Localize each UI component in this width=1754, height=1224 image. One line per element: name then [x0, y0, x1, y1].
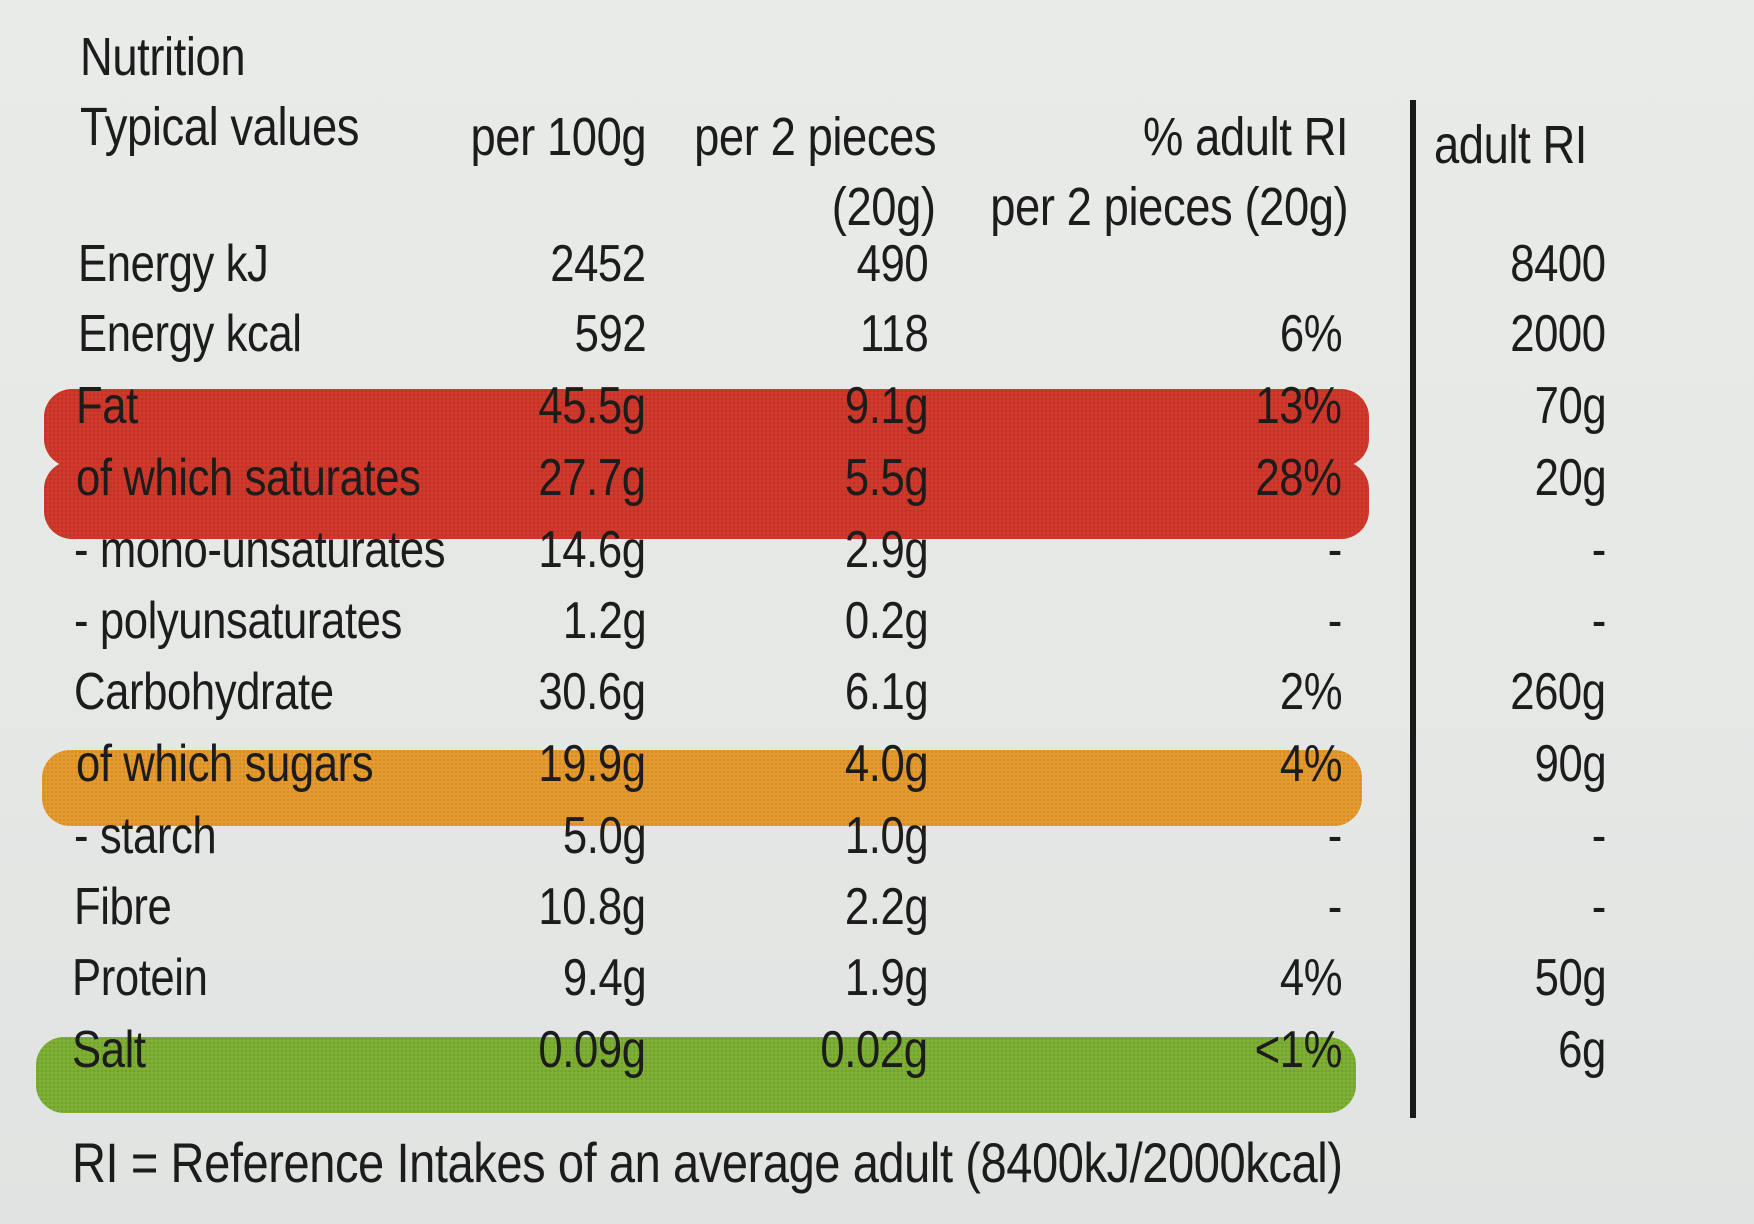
cell-per-100g: 1.2g — [562, 592, 647, 650]
cell-adult-ri: 70g — [1534, 377, 1606, 435]
cell-per-100g: 45.5g — [538, 377, 647, 435]
cell-adult-ri: - — [1591, 878, 1607, 936]
cell-ri-percent: 2% — [1279, 663, 1343, 721]
cell-per-100g: 592 — [574, 305, 646, 363]
cell-ri-percent: - — [1327, 592, 1343, 650]
cell-ri-percent: - — [1327, 878, 1343, 936]
header-per-portion-weight: (20g) — [832, 177, 936, 237]
cell-adult-ri: 6g — [1558, 1021, 1606, 1079]
cell-per-portion: 4.0g — [844, 735, 929, 793]
row-label: of which saturates — [76, 449, 421, 507]
row-label: Salt — [72, 1021, 146, 1079]
cell-ri-percent: - — [1327, 807, 1343, 865]
cell-per-100g: 0.09g — [538, 1021, 647, 1079]
adult-ri-divider — [1410, 100, 1416, 1118]
row-label: of which sugars — [76, 735, 374, 793]
fat-band — [44, 389, 1369, 467]
cell-per-portion: 6.1g — [844, 663, 929, 721]
header-ri-percent: % adult RI — [1142, 107, 1348, 167]
cell-adult-ri: 2000 — [1510, 305, 1607, 363]
header-typical-values: Typical values — [80, 97, 360, 157]
header-ri-percent-portion: per 2 pieces (20g) — [989, 177, 1348, 237]
cell-per-portion: 5.5g — [844, 449, 929, 507]
row-label: Protein — [72, 949, 208, 1007]
cell-per-portion: 0.02g — [820, 1021, 929, 1079]
header-per-100g: per 100g — [470, 107, 646, 167]
cell-ri-percent: 28% — [1255, 449, 1343, 507]
row-label: Fibre — [74, 878, 172, 936]
header-adult-ri: adult RI — [1434, 115, 1587, 175]
cell-ri-percent: 4% — [1279, 949, 1343, 1007]
cell-per-portion: 2.2g — [844, 878, 929, 936]
row-label: Carbohydrate — [74, 663, 334, 721]
row-label: - starch — [74, 807, 217, 865]
cell-per-portion: 1.0g — [844, 807, 929, 865]
cell-adult-ri: 20g — [1534, 449, 1606, 507]
cell-per-portion: 9.1g — [844, 377, 929, 435]
row-label: - polyunsaturates — [74, 592, 402, 650]
cell-per-portion: 1.9g — [844, 949, 929, 1007]
header-per-portion: per 2 pieces — [693, 107, 936, 167]
salt-band — [36, 1037, 1356, 1113]
cell-adult-ri: - — [1591, 592, 1607, 650]
table-title: Nutrition — [80, 27, 246, 87]
row-label: Energy kJ — [78, 235, 269, 293]
cell-per-portion: 2.9g — [844, 521, 929, 579]
cell-adult-ri: 90g — [1534, 735, 1606, 793]
cell-ri-percent: 6% — [1279, 305, 1343, 363]
cell-adult-ri: - — [1591, 807, 1607, 865]
cell-adult-ri: 260g — [1510, 663, 1607, 721]
saturates-band — [44, 461, 1369, 539]
cell-ri-percent: - — [1327, 521, 1343, 579]
row-label: Fat — [76, 377, 138, 435]
cell-per-100g: 10.8g — [538, 878, 647, 936]
cell-ri-percent: 13% — [1255, 377, 1343, 435]
cell-per-100g: 14.6g — [538, 521, 647, 579]
cell-adult-ri: - — [1591, 521, 1607, 579]
cell-per-100g: 30.6g — [538, 663, 647, 721]
cell-per-100g: 27.7g — [538, 449, 647, 507]
cell-per-100g: 19.9g — [538, 735, 647, 793]
row-label: Energy kcal — [78, 305, 302, 363]
footnote: RI = Reference Intakes of an average adu… — [72, 1131, 1343, 1194]
cell-per-portion: 118 — [859, 305, 929, 363]
cell-adult-ri: 50g — [1534, 949, 1606, 1007]
cell-adult-ri: 8400 — [1510, 235, 1607, 293]
cell-per-100g: 2452 — [550, 235, 647, 293]
cell-ri-percent: 4% — [1279, 735, 1343, 793]
sugars-band — [42, 750, 1362, 826]
cell-per-portion: 0.2g — [844, 592, 929, 650]
cell-per-portion: 490 — [856, 235, 928, 293]
cell-per-100g: 9.4g — [562, 949, 647, 1007]
cell-ri-percent: <1% — [1254, 1021, 1343, 1079]
cell-per-100g: 5.0g — [562, 807, 647, 865]
row-label: - mono-unsaturates — [74, 521, 446, 579]
